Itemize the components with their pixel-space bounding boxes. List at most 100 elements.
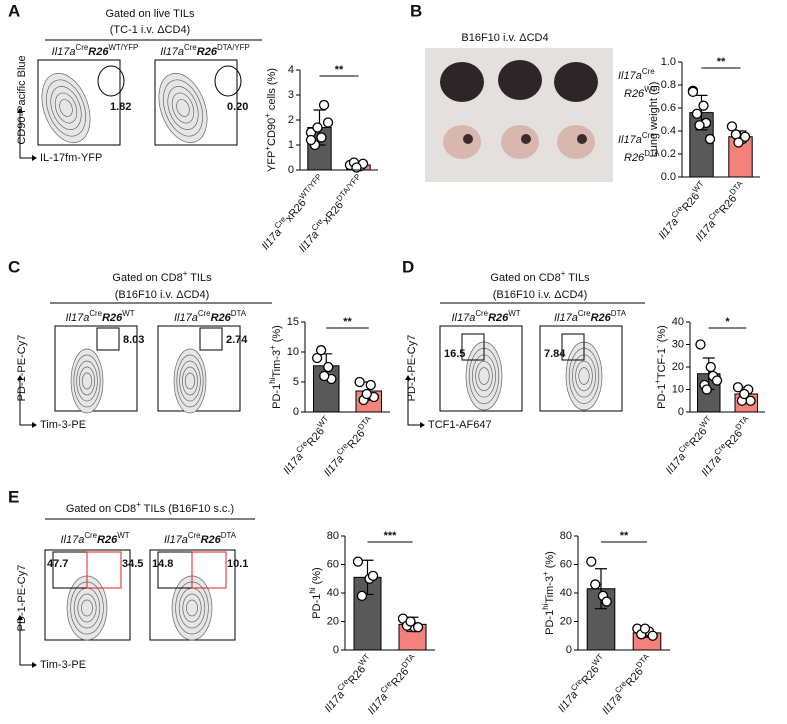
label: Il17aCreR26DTA/YFP xyxy=(160,43,250,58)
text-part: Il17a xyxy=(699,453,724,479)
text-part: xR26 xyxy=(283,197,309,224)
significance: * xyxy=(725,316,730,328)
y-tick-label: 40 xyxy=(672,316,684,328)
text-part: TILs (B16F10 s.c.) xyxy=(141,503,234,515)
superscript: WT xyxy=(122,309,134,318)
contour xyxy=(179,360,201,402)
gate-percentage: 0.20 xyxy=(227,101,248,113)
superscript: DTA xyxy=(733,413,750,431)
significance: ** xyxy=(335,64,344,76)
text-part: Tim-3 xyxy=(544,576,556,604)
y-tick-label: 20 xyxy=(560,615,572,627)
superscript: DTA xyxy=(634,651,651,669)
data-point xyxy=(698,100,709,111)
text-part: (B16F10 i.v. ΔCD4) xyxy=(493,289,588,301)
superscript: + xyxy=(263,113,272,118)
superscript: DTA xyxy=(611,309,627,318)
y-tick-label: 40 xyxy=(327,587,339,599)
contour xyxy=(54,92,78,124)
text-part: R26 xyxy=(488,312,509,324)
lung-wt xyxy=(498,60,542,100)
lung-dta xyxy=(443,125,481,159)
text-part: CD90 xyxy=(266,118,278,146)
text-part: Gated on CD8 xyxy=(490,272,560,284)
superscript: Cre xyxy=(642,67,655,76)
data-point xyxy=(711,375,723,386)
y-tick-label: 20 xyxy=(327,615,339,627)
lung-wt xyxy=(554,62,598,102)
gate-percentage: 2.74 xyxy=(226,334,248,346)
text-part: (B16F10 i.v. ΔCD4) xyxy=(115,289,210,301)
y-tick-label: 5 xyxy=(293,376,299,388)
lung-nodule xyxy=(577,134,587,144)
contour xyxy=(578,367,590,385)
superscript: DTA xyxy=(231,309,247,318)
superscript: + xyxy=(561,269,566,278)
superscript: Cre xyxy=(642,131,655,140)
contour xyxy=(182,593,202,623)
y-tick-label: 0.6 xyxy=(661,102,676,114)
significance: ** xyxy=(620,530,629,542)
data-point xyxy=(733,137,744,148)
y-tick-label: 60 xyxy=(327,558,339,570)
y-tick-label: 0.8 xyxy=(661,79,676,91)
y-tick-label: 0.2 xyxy=(661,148,676,160)
label: PD-1hi (%) xyxy=(308,567,323,618)
gate-percentage: 1.82 xyxy=(110,101,131,113)
superscript: WT xyxy=(117,531,129,540)
text-part: (%) xyxy=(271,325,283,345)
superscript: + xyxy=(653,379,662,384)
superscript: DTA xyxy=(221,531,237,540)
arrow-head xyxy=(32,662,37,668)
superscript: Cre xyxy=(89,309,102,318)
text-part: Il17a xyxy=(65,312,89,324)
text-part: Il17a xyxy=(260,226,285,252)
text-part: Il17a xyxy=(366,691,391,717)
label: Il17aCre xyxy=(618,67,655,82)
text-part: Il17a xyxy=(664,451,689,477)
data-point xyxy=(311,352,323,364)
gate xyxy=(191,551,227,589)
label: (B16F10 i.v. ΔCD4) xyxy=(115,289,210,301)
text-part: Lung weight (g) xyxy=(648,82,660,158)
label: (TC-1 i.v. ΔCD4) xyxy=(110,24,190,36)
superscript: DTA/YFP xyxy=(334,172,362,203)
arrow-head xyxy=(17,108,23,113)
contour xyxy=(182,366,198,396)
text-part: R26 xyxy=(201,534,222,546)
contour xyxy=(76,360,98,402)
panel-letter: A xyxy=(8,1,20,20)
text-part: R26 xyxy=(102,312,123,324)
data-point xyxy=(405,616,416,627)
arrow-head xyxy=(17,375,23,380)
arrow-head xyxy=(17,615,23,620)
text-part: TCF-1 xyxy=(656,348,668,379)
data-point xyxy=(691,108,703,119)
gate-percentage: 7.84 xyxy=(544,348,566,360)
label: Il17aCre xyxy=(618,131,655,146)
text-part: Gated on CD8 xyxy=(112,272,182,284)
text-part: Il17a xyxy=(174,312,198,324)
superscript: + xyxy=(268,345,277,350)
text-part: Il17a xyxy=(694,218,719,244)
panel-letter: C xyxy=(8,257,20,276)
label: Il17aCreR26WT/YFP xyxy=(52,43,139,58)
text-part: PD-1 xyxy=(656,384,668,409)
data-point xyxy=(701,384,712,395)
text-part: PD-1 xyxy=(271,384,283,409)
text-part: xR26 xyxy=(320,199,346,226)
text-part: R26 xyxy=(97,534,118,546)
contour xyxy=(171,92,195,124)
text-part: PD-1 xyxy=(311,594,323,619)
error-bar xyxy=(595,568,607,610)
label: Il17aCreR26DTA xyxy=(554,309,627,324)
contour xyxy=(176,99,190,117)
text-part: (TC-1 i.v. ΔCD4) xyxy=(110,24,190,36)
text-part: (%) xyxy=(311,567,323,587)
arrow-head xyxy=(420,422,425,428)
label: Gated on live TILs xyxy=(105,8,195,20)
label: Lung weight (g) xyxy=(648,82,660,158)
y-tick-label: 0 xyxy=(293,406,299,418)
text-part: Il17a xyxy=(656,216,681,242)
